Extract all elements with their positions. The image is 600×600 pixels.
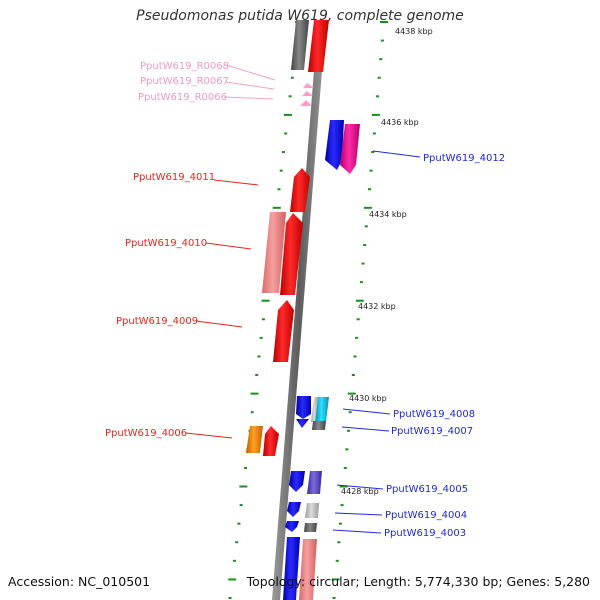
gene-feature-4003-gray[interactable] — [304, 523, 317, 532]
gene-feature-4011[interactable] — [290, 168, 310, 212]
gene-feature-4006-orange[interactable] — [246, 426, 263, 453]
gene-label-4009[interactable]: PputW619_4009 — [116, 316, 198, 327]
gene-label-4005[interactable]: PputW619_4005 — [386, 484, 468, 495]
gene-feature-4008-blue[interactable] — [296, 396, 311, 419]
gene-label-r0068[interactable]: PputW619_R0068 — [140, 61, 229, 72]
accession-text: Accession: NC_010501 — [8, 574, 151, 589]
map-title: Pseudomonas putida W619, complete genome — [136, 8, 464, 24]
gene-feature-4008-cyan[interactable] — [315, 397, 329, 422]
rna-marker-r0066[interactable] — [300, 100, 312, 106]
gene-feature-lightred-bottom[interactable] — [299, 539, 317, 600]
gene-feature-4004-blue[interactable] — [287, 502, 301, 517]
gene-label-4003[interactable]: PputW619_4003 — [384, 528, 466, 539]
genome-summary-text: Topology: circular; Length: 5,774,330 bp… — [246, 574, 590, 589]
gene-feature-4004-lightgray[interactable] — [305, 503, 319, 518]
tick-label-4438: 4438 kbp — [395, 27, 433, 36]
gene-feature-4012-magenta[interactable] — [340, 124, 360, 174]
gene-label-r0067[interactable]: PputW619_R0067 — [140, 76, 229, 87]
gene-feature-4007-blue[interactable] — [296, 419, 309, 428]
gene-feature-4009[interactable] — [273, 300, 294, 362]
gene-feature-4003-blue[interactable] — [285, 521, 299, 532]
gene-label-4010[interactable]: PputW619_4010 — [125, 238, 207, 249]
gene-feature-blue-bottom[interactable] — [283, 537, 300, 600]
tick-label-4428: 4428 kbp — [341, 487, 379, 496]
gene-feature-4010-light[interactable] — [262, 212, 286, 293]
gene-feature-4012-blue[interactable] — [325, 120, 344, 170]
tick-label-4432: 4432 kbp — [358, 302, 396, 311]
rna-marker-r0067[interactable] — [302, 91, 313, 96]
gene-label-4007[interactable]: PputW619_4007 — [391, 426, 473, 437]
outer-tick-track — [331, 21, 388, 599]
gene-label-r0066[interactable]: PputW619_R0066 — [138, 92, 227, 103]
chromosome-backbone — [272, 20, 326, 600]
tick-label-4430: 4430 kbp — [349, 394, 387, 403]
gene-label-4004[interactable]: PputW619_4004 — [385, 510, 467, 521]
gene-label-4008[interactable]: PputW619_4008 — [393, 409, 475, 420]
tick-label-4434: 4434 kbp — [369, 210, 407, 219]
gene-feature-gray-top[interactable] — [291, 20, 309, 70]
rna-marker-r0068[interactable] — [303, 83, 314, 88]
gene-label-4006[interactable]: PputW619_4006 — [105, 428, 187, 439]
gene-feature-4007-darkgray[interactable] — [312, 421, 326, 430]
gene-feature-4006[interactable] — [263, 426, 279, 456]
gene-feature-red-top[interactable] — [308, 20, 329, 72]
gene-feature-4005-blue[interactable] — [289, 471, 305, 492]
tick-label-4436: 4436 kbp — [381, 118, 419, 127]
gene-label-4011[interactable]: PputW619_4011 — [133, 172, 215, 183]
gene-feature-4005-slate[interactable] — [307, 471, 322, 494]
gene-feature-4007-gray[interactable] — [311, 397, 318, 422]
gene-feature-4010[interactable] — [280, 213, 303, 295]
gene-label-4012[interactable]: PputW619_4012 — [423, 153, 505, 164]
